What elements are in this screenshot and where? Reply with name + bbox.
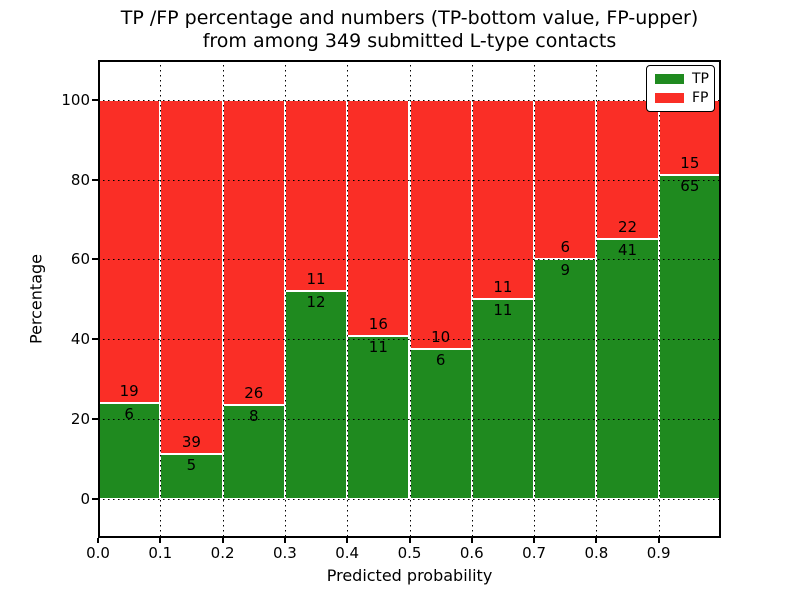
legend-row: FP xyxy=(647,90,714,106)
fp-count-label: 15 xyxy=(680,153,700,172)
vertical-gridline xyxy=(471,60,473,538)
plot-area: TP FP 19 6 39 5 26 8 11 12 16 11 10 6 11 11 6 9 22 41 15 65 xyxy=(98,60,721,538)
y-tick-mark xyxy=(92,418,98,421)
x-tick-mark xyxy=(408,538,411,543)
tp-count-label: 41 xyxy=(617,241,638,260)
x-tick-mark xyxy=(657,538,660,543)
x-tick-label: 0.2 xyxy=(210,544,235,562)
vertical-gridline xyxy=(534,60,536,538)
tp-count-label: 11 xyxy=(493,301,513,320)
vertical-gridline xyxy=(284,60,286,538)
fp-count-label: 39 xyxy=(181,432,201,451)
chart-title: TP /FP percentage and numbers (TP-bottom… xyxy=(98,7,721,53)
vertical-gridline xyxy=(596,60,598,538)
y-tick-label: 60 xyxy=(70,250,90,269)
tp-count-label: 9 xyxy=(560,261,571,280)
vertical-gridline xyxy=(658,60,660,538)
x-tick-mark xyxy=(221,538,224,543)
tp-bar-segment xyxy=(222,405,285,499)
fp-count-label: 11 xyxy=(493,278,513,297)
tp-bar-segment xyxy=(596,239,659,499)
vertical-gridline xyxy=(160,60,162,538)
fp-bar-segment xyxy=(98,99,161,404)
x-tick-label: 0.5 xyxy=(397,544,422,562)
legend: TP FP xyxy=(646,65,715,112)
y-tick-mark xyxy=(92,98,98,101)
x-tick-mark xyxy=(97,538,99,543)
x-tick-label: 0.3 xyxy=(272,544,297,562)
fp-bar-segment xyxy=(347,99,410,337)
tp-count-label: 6 xyxy=(124,405,134,424)
x-tick-label: 0.6 xyxy=(459,544,484,562)
x-tick-mark xyxy=(283,538,286,543)
x-tick-mark xyxy=(470,538,473,543)
x-tick-mark xyxy=(346,538,349,543)
fp-legend-swatch xyxy=(655,93,684,103)
tp-count-label: 6 xyxy=(435,351,446,370)
tp-count-label: 5 xyxy=(186,455,197,474)
fp-count-label: 16 xyxy=(368,315,388,334)
x-tick-label: 0.7 xyxy=(522,544,547,562)
fp-bar-segment xyxy=(222,99,285,405)
fp-count-label: 26 xyxy=(244,384,264,403)
tp-bar-segment xyxy=(471,299,535,499)
chart-title-line1: TP /FP percentage and numbers (TP-bottom… xyxy=(120,7,699,29)
legend-row: TP xyxy=(647,71,714,87)
legend-label: TP xyxy=(692,71,709,87)
vertical-gridline xyxy=(222,60,224,538)
x-tick-label: 0.8 xyxy=(584,544,609,562)
y-tick-mark xyxy=(92,338,98,341)
fp-count-label: 19 xyxy=(119,382,139,401)
fp-bar-segment xyxy=(409,99,472,350)
chart-title-line2: from among 349 submitted L-type contacts xyxy=(202,30,617,52)
x-tick-mark xyxy=(159,538,162,543)
vertical-gridline xyxy=(347,60,349,538)
y-tick-mark xyxy=(92,258,98,261)
tp-bar-segment xyxy=(409,349,472,499)
y-tick-label: 0 xyxy=(80,489,90,508)
fp-bar-segment xyxy=(471,99,535,300)
fp-count-label: 11 xyxy=(306,269,326,288)
x-tick-label: 0.4 xyxy=(335,544,360,562)
y-tick-mark xyxy=(92,178,98,181)
tp-count-label: 8 xyxy=(248,407,259,426)
x-tick-mark xyxy=(595,538,598,543)
tp-count-label: 12 xyxy=(306,292,326,311)
tp-bar-segment xyxy=(284,290,348,499)
x-tick-label: 0.0 xyxy=(86,544,110,562)
tp-legend-swatch xyxy=(655,74,684,84)
y-tick-label: 100 xyxy=(61,90,90,109)
y-tick-mark xyxy=(92,497,98,500)
fp-bar-segment xyxy=(160,99,223,454)
fp-bar-segment xyxy=(284,99,348,291)
tp-count-label: 11 xyxy=(368,338,388,357)
tp-count-label: 65 xyxy=(680,176,700,195)
x-tick-label: 0.1 xyxy=(148,544,173,562)
fp-count-label: 6 xyxy=(560,238,571,257)
tp-bar-segment xyxy=(347,336,410,499)
x-axis-label: Predicted probability xyxy=(326,566,493,585)
fp-count-label: 10 xyxy=(431,328,451,347)
fp-count-label: 22 xyxy=(617,218,638,237)
vertical-gridline xyxy=(409,60,411,538)
tp-bar-segment xyxy=(534,259,597,499)
tp-bar-segment xyxy=(658,174,721,499)
y-tick-label: 20 xyxy=(70,410,90,429)
y-tick-label: 40 xyxy=(70,330,90,349)
y-tick-label: 80 xyxy=(70,170,90,189)
x-tick-mark xyxy=(533,538,536,543)
legend-label: FP xyxy=(692,90,709,106)
x-tick-label: 0.9 xyxy=(646,544,671,562)
